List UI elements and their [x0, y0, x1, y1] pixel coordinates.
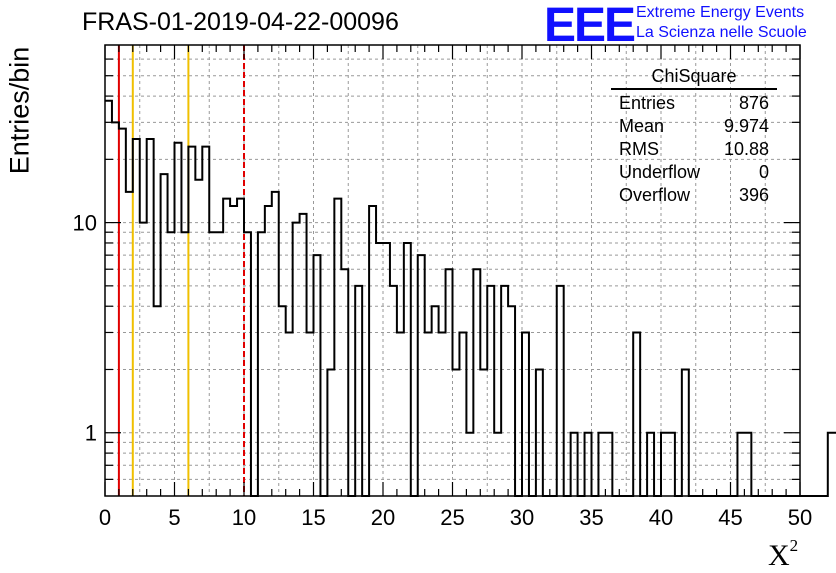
chart-title: FRAS-01-2019-04-22-00096 [82, 8, 399, 36]
stats-value: 10.88 [723, 139, 769, 159]
stats-box: ChiSquare Entries 876 Mean 9.974 RMS 10.… [611, 66, 777, 207]
logo-line-1: Extreme Energy Events [636, 4, 805, 21]
x-tick-label: 15 [301, 505, 325, 530]
logo-line-2: La Scienza nelle Scuole [636, 24, 807, 41]
stats-row-rms: RMS 10.88 [611, 138, 777, 161]
x-tick-label: 40 [649, 505, 673, 530]
stats-value: 9.974 [723, 116, 769, 136]
x-axis-label-text: X [768, 539, 790, 572]
stats-label: Entries [619, 93, 676, 113]
y-tick-label: 1 [85, 421, 97, 446]
stats-value: 0 [758, 162, 769, 182]
stats-label: Overflow [619, 185, 691, 205]
stats-value: 396 [738, 185, 769, 205]
stats-label: Mean [619, 116, 665, 136]
x-axis-label: X2 [768, 536, 798, 573]
x-tick-label: 35 [579, 505, 603, 530]
x-tick-label: 5 [168, 505, 180, 530]
x-tick-label: 50 [788, 505, 812, 530]
stats-value: 876 [738, 93, 769, 113]
x-tick-label: 25 [440, 505, 464, 530]
stats-label: Underflow [619, 162, 701, 182]
stats-row-mean: Mean 9.974 [611, 115, 777, 138]
stats-row-underflow: Underflow 0 [611, 161, 777, 184]
stats-title: ChiSquare [611, 66, 777, 90]
x-tick-label: 45 [718, 505, 742, 530]
x-tick-label: 20 [371, 505, 395, 530]
stats-row-entries: Entries 876 [611, 92, 777, 115]
y-axis-label: Entries/bin [4, 46, 35, 175]
x-axis-label-superscript: 2 [789, 536, 799, 555]
stats-row-overflow: Overflow 396 [611, 184, 777, 207]
y-tick-label: 10 [73, 211, 97, 236]
eee-logo: EEE [544, 0, 636, 52]
x-tick-label: 0 [99, 505, 111, 530]
stats-label: RMS [619, 139, 659, 159]
x-tick-label: 30 [510, 505, 534, 530]
x-tick-label: 10 [232, 505, 256, 530]
